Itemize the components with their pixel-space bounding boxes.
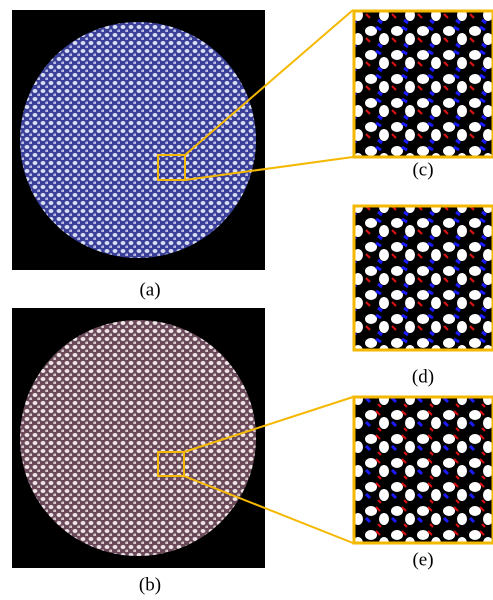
- zoom-d: [354, 206, 493, 350]
- panel-label: (b): [139, 574, 161, 595]
- sample-disc: [20, 320, 256, 556]
- panel-label: (c): [412, 159, 433, 180]
- panel-label: (d): [412, 366, 434, 387]
- body: (a) (b) (c) (d) (e) (() => { const data …: [0, 0, 493, 600]
- zoom-c: [354, 11, 493, 157]
- panel-label: (a): [139, 279, 160, 300]
- page: {"figure": {"panels": [{"label": "(a)"},…: [0, 0, 493, 600]
- zoom-e: [354, 397, 493, 543]
- sample-disc: [20, 22, 256, 258]
- figure: (a) (b) (c) (d) (e): [0, 0, 493, 600]
- panel-label: (e): [412, 549, 433, 570]
